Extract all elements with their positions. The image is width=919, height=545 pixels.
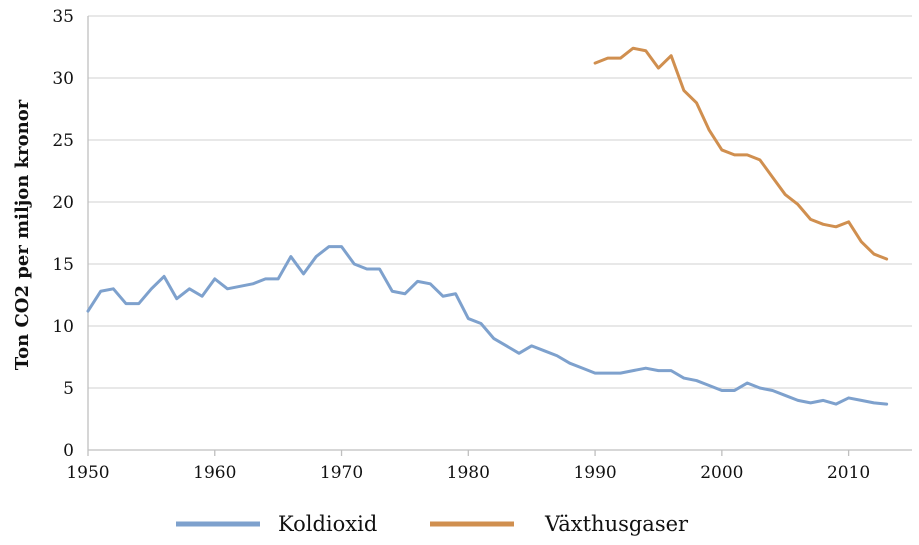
legend: Koldioxid Växthusgaser <box>176 512 689 536</box>
y-axis-title: Ton CO2 per miljon kronor <box>12 99 33 370</box>
y-tick-label: 20 <box>52 193 74 213</box>
series-lines <box>86 46 889 406</box>
x-tick-label: 1960 <box>193 463 236 483</box>
y-tick-label: 5 <box>63 379 74 399</box>
y-tick-label: 30 <box>52 69 74 89</box>
series-line-1 <box>593 46 889 261</box>
x-tick-label: 1970 <box>320 463 363 483</box>
gridlines <box>88 15 912 389</box>
series-line-0 <box>86 245 889 406</box>
legend-label-1: Växthusgaser <box>544 512 689 536</box>
y-tick-labels: 0 5 10 15 20 25 30 35 <box>52 7 74 461</box>
x-tick-label: 2000 <box>700 463 743 483</box>
y-tick-label: 35 <box>52 7 74 27</box>
y-tick-label: 0 <box>63 441 74 461</box>
x-tick-label: 1990 <box>573 463 616 483</box>
axes <box>87 16 912 456</box>
y-tick-label: 10 <box>52 317 74 337</box>
x-tick-label: 1950 <box>66 463 109 483</box>
x-tick-label: 2010 <box>827 463 870 483</box>
y-tick-label: 25 <box>52 131 74 151</box>
y-tick-label: 15 <box>52 255 74 275</box>
x-tick-label: 1980 <box>447 463 490 483</box>
x-tick-labels: 1950 1960 1970 1980 1990 2000 2010 <box>66 463 870 483</box>
legend-label-0: Koldioxid <box>278 512 377 536</box>
